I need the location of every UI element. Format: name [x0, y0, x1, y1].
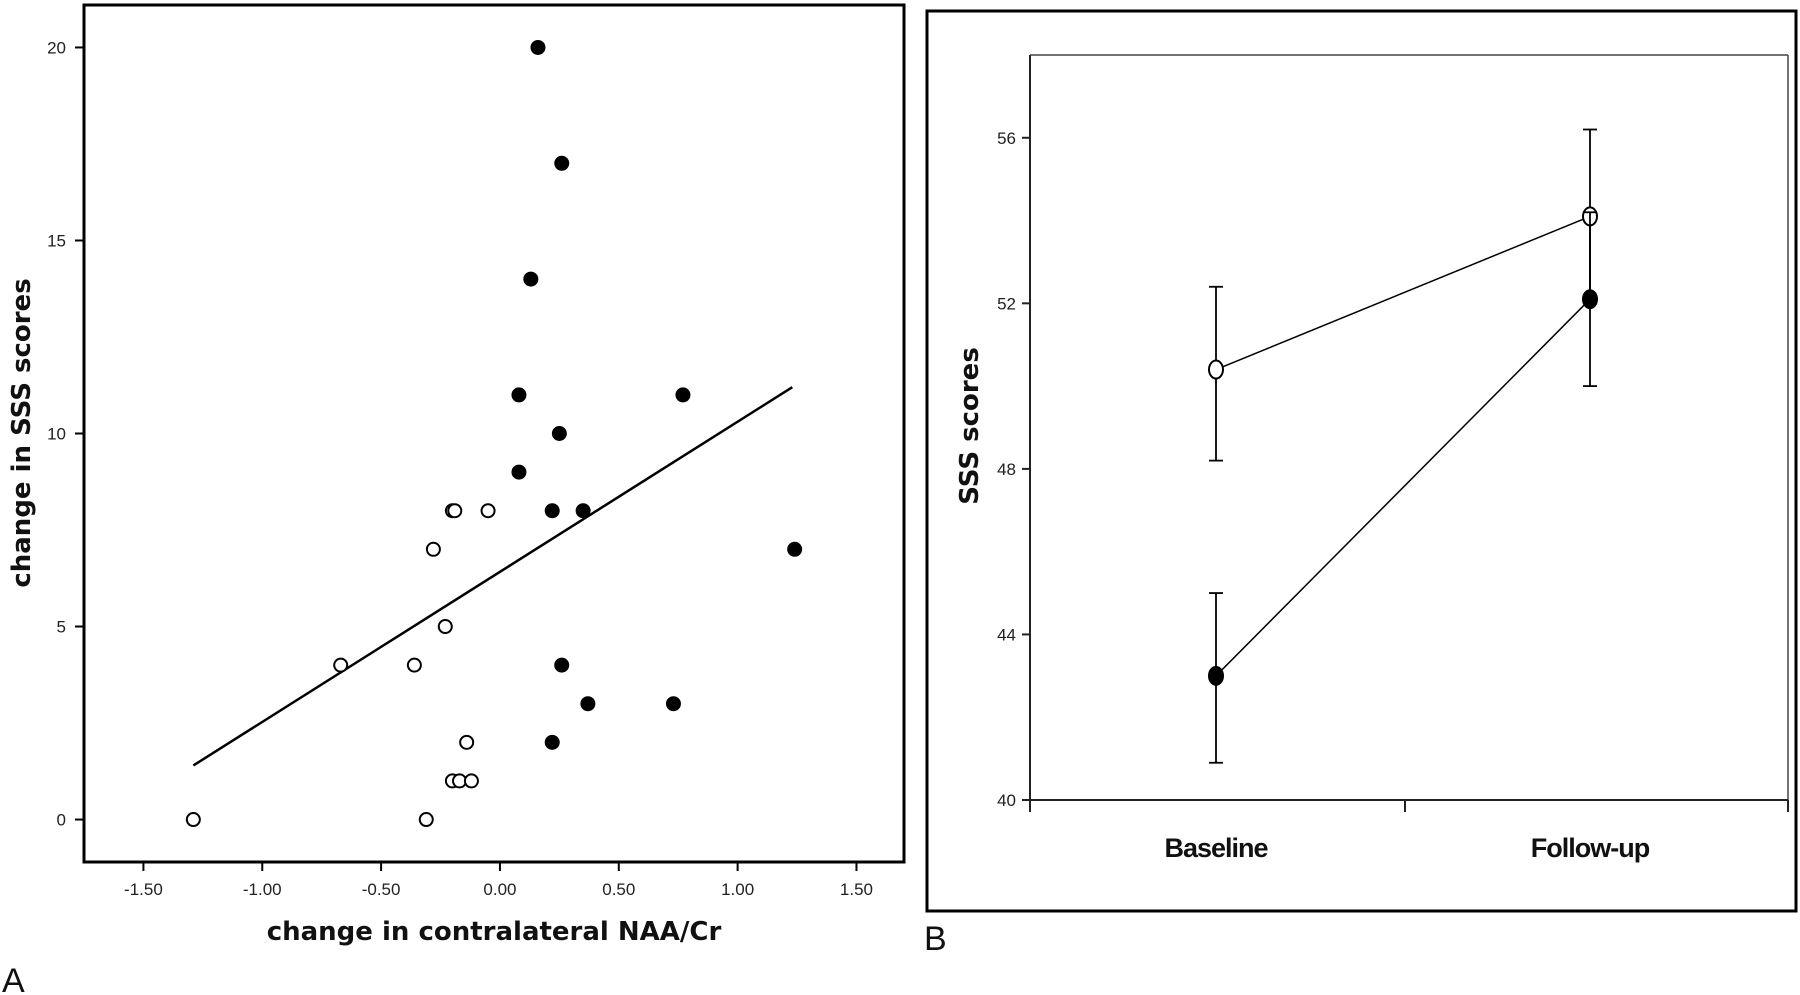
filled-data-point [665, 696, 681, 712]
filled-data-point [530, 39, 546, 55]
filled-data-point [523, 271, 539, 287]
filled-data-point [580, 696, 596, 712]
y-tick-label: 52 [997, 294, 1016, 313]
filled-data-point [544, 734, 560, 750]
filled-data-point [551, 426, 567, 441]
y-tick-label: 0 [57, 811, 66, 830]
y-tick-label: 15 [47, 231, 66, 250]
open-data-point [425, 541, 441, 557]
x-category-label: Baseline [1164, 833, 1268, 863]
y-tick-label: 10 [47, 425, 66, 444]
open-data-point [480, 503, 496, 519]
panel-a-plot-frame [82, 3, 906, 864]
open-data-point [418, 812, 434, 828]
open-data-point [333, 657, 349, 673]
filled-mean-marker [1208, 665, 1224, 686]
panel-b-y-axis-title: SSS scores [955, 347, 985, 505]
y-tick-label: 48 [997, 460, 1016, 479]
x-tick-label: 0.00 [483, 880, 516, 899]
y-tick-label: 56 [997, 129, 1016, 148]
x-tick-label: -1.50 [124, 880, 163, 899]
panel-a-letter: A [2, 962, 25, 995]
x-tick-label: -1.00 [243, 880, 282, 899]
series-line [1215, 298, 1591, 677]
regression-line [192, 386, 793, 767]
panel-a-content: -1.50 -1.00 -0.50 0.00 0.50 1.00 1.50 0 5 10 15 20 [47, 38, 873, 899]
y-tick-label: 44 [997, 625, 1016, 644]
filled-data-point [787, 541, 803, 557]
filled-data-point [544, 503, 560, 519]
panel-a-x-axis-title: change in contralateral NAA/Cr [267, 917, 722, 947]
panel-b-plot-frame [1029, 54, 1789, 801]
open-mean-marker [1208, 359, 1224, 380]
x-category-label: Follow-up [1531, 833, 1650, 863]
panel-a-y-axis-title: change in SSS scores [7, 278, 37, 587]
x-tick-label: 1.50 [840, 880, 873, 899]
open-data-point [437, 619, 453, 635]
open-data-point [463, 773, 479, 789]
panel-b-letter: B [924, 920, 947, 958]
x-tick-label: 0.50 [602, 880, 635, 899]
filled-data-point [554, 155, 570, 171]
y-tick-label: 20 [47, 38, 66, 57]
filled-data-point [554, 657, 570, 673]
open-data-point [447, 503, 463, 519]
open-data-point [185, 812, 201, 828]
open-data-point [459, 734, 475, 750]
filled-data-point [511, 464, 527, 480]
y-tick-label: 5 [57, 618, 66, 637]
filled-data-point [511, 387, 527, 403]
series-line [1215, 215, 1591, 371]
filled-data-point [575, 503, 591, 519]
filled-data-point [675, 387, 691, 403]
panel-b-border [925, 9, 1798, 913]
x-tick-label: -0.50 [362, 880, 401, 899]
panel-b-content: Baseline Follow-up 40 44 48 52 56 [997, 128, 1789, 863]
filled-mean-marker [1582, 289, 1598, 310]
y-tick-label: 40 [997, 791, 1016, 810]
open-data-point [406, 657, 422, 673]
x-tick-label: 1.00 [721, 880, 754, 899]
